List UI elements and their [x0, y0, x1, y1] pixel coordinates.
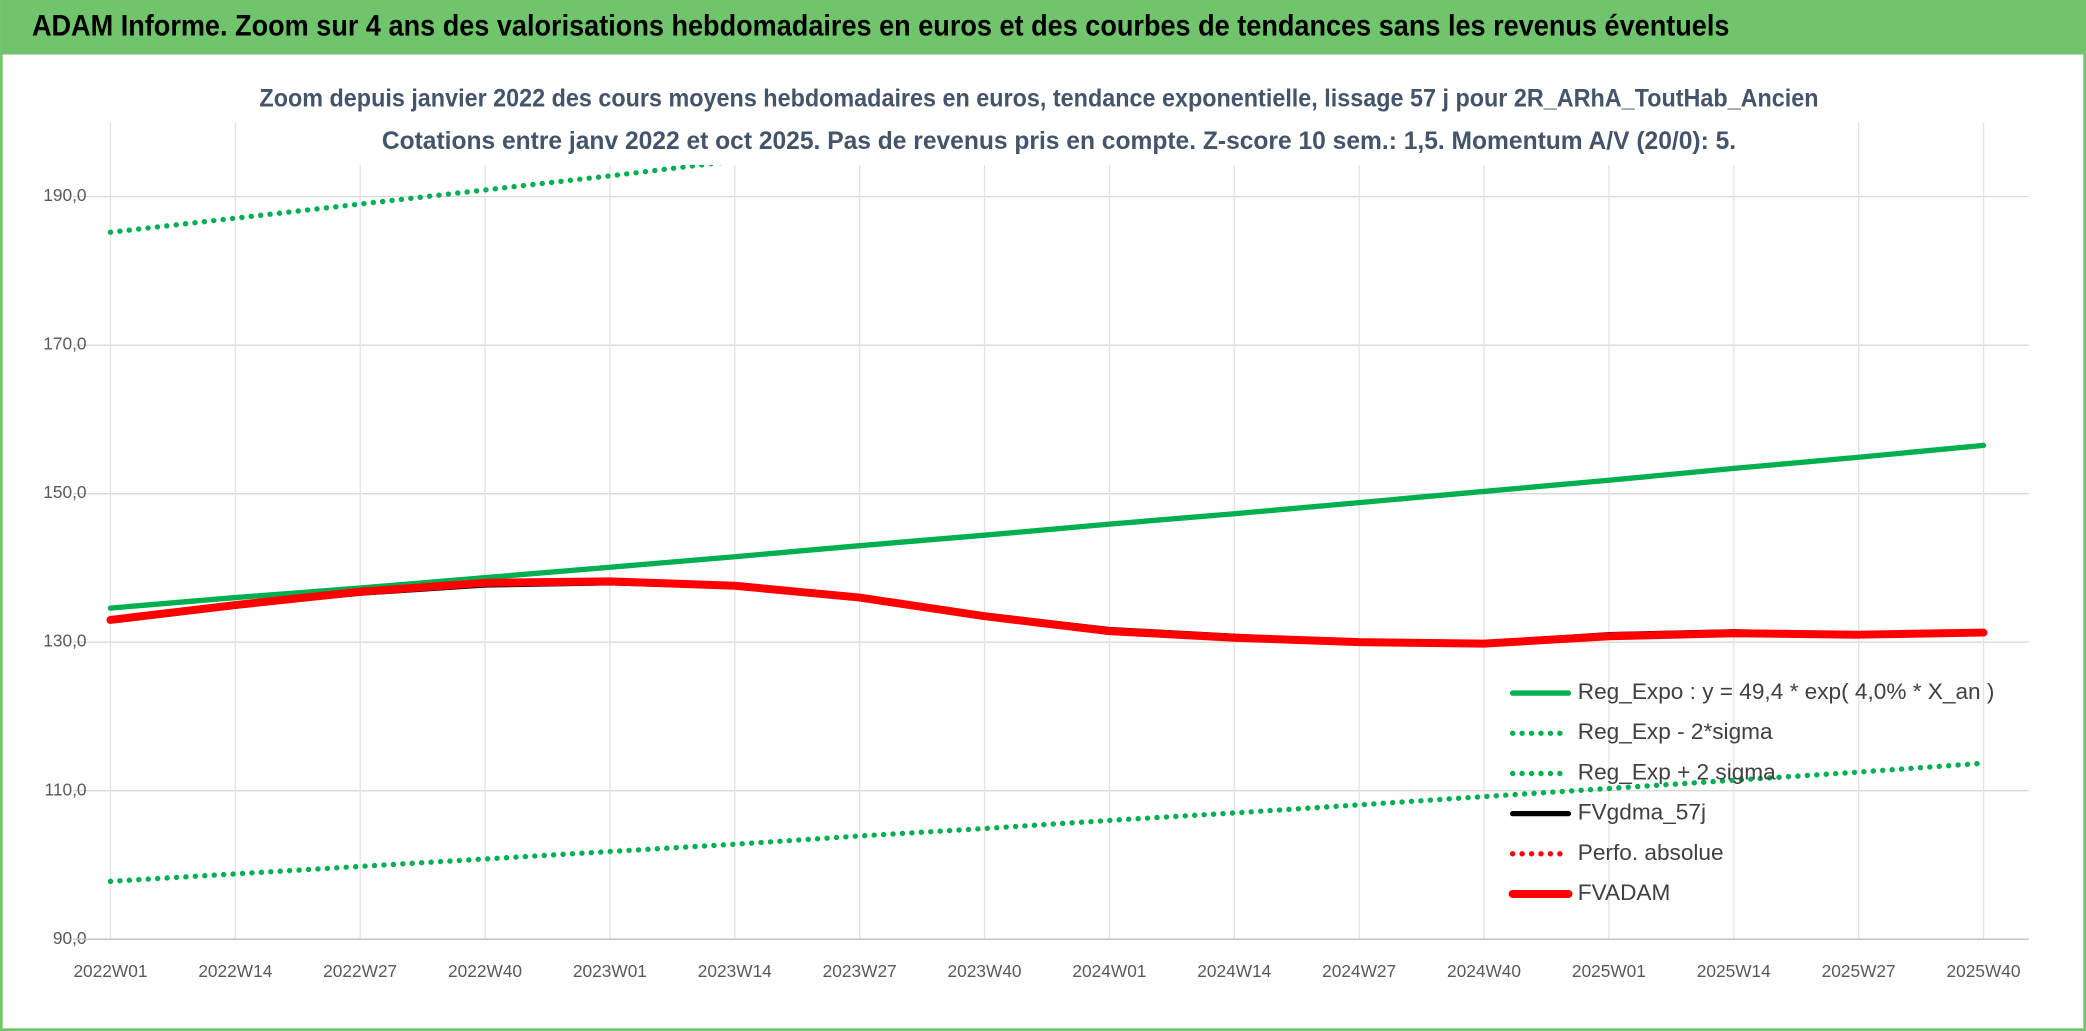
y-tick-label: 190,0: [43, 185, 86, 205]
legend-label: Reg_Expo : y = 49,4 * exp( 4,0% * X_an ): [1578, 679, 1995, 704]
x-tick-label: 2024W27: [1322, 961, 1396, 981]
x-tick-label: 2022W01: [73, 961, 147, 981]
y-tick-label: 110,0: [45, 779, 87, 799]
series-line: [107, 760, 1987, 884]
x-tick-label: 2023W40: [948, 961, 1022, 981]
x-tick-label: 2024W40: [1447, 961, 1521, 981]
legend-label: FVgdma_57j: [1578, 800, 1706, 825]
title-background: [239, 77, 1834, 165]
legend-label: Perfo. absolue: [1578, 840, 1724, 865]
chart-subtitle: Cotations entre janv 2022 et oct 2025. P…: [382, 127, 1736, 155]
legend-label: Reg_Exp + 2 sigma: [1578, 759, 1776, 784]
series-line: [107, 442, 1987, 611]
x-tick-label: 2024W01: [1072, 961, 1146, 981]
y-tick-label: 130,0: [43, 631, 86, 651]
chart-title: Zoom depuis janvier 2022 des cours moyen…: [259, 84, 1818, 112]
chart-annotations: 90,0 110,0 130,0 150,0 170,0 190,0 2022W01 2022…: [43, 77, 2029, 981]
y-tick-label: 150,0: [43, 482, 86, 502]
x-tick-label: 2022W14: [198, 961, 272, 981]
x-tick-label: 2024W14: [1197, 961, 1271, 981]
series-line: [106, 577, 1988, 648]
x-tick-label: 2023W27: [823, 961, 897, 981]
header-title: ADAM Informe. Zoom sur 4 ans des valoris…: [32, 11, 1729, 43]
x-tick-label: 2023W01: [573, 961, 647, 981]
x-tick-label: 2025W40: [1947, 961, 2021, 981]
legend-label: Reg_Exp - 2*sigma: [1578, 719, 1773, 744]
x-tick-label: 2022W27: [323, 961, 397, 981]
x-tick-label: 2025W14: [1697, 961, 1771, 981]
x-tick-label: 2025W27: [1822, 961, 1896, 981]
y-tick-label: 90,0: [53, 928, 87, 948]
x-tick-label: 2023W14: [698, 961, 772, 981]
y-tick-label: 170,0: [43, 334, 86, 354]
x-tick-label: 2022W40: [448, 961, 522, 981]
chart-frame: [0, 51, 2086, 1031]
x-tick-label: 2025W01: [1572, 961, 1646, 981]
header-bar: [0, 0, 2086, 54]
legend-label: FVADAM: [1578, 880, 1671, 905]
